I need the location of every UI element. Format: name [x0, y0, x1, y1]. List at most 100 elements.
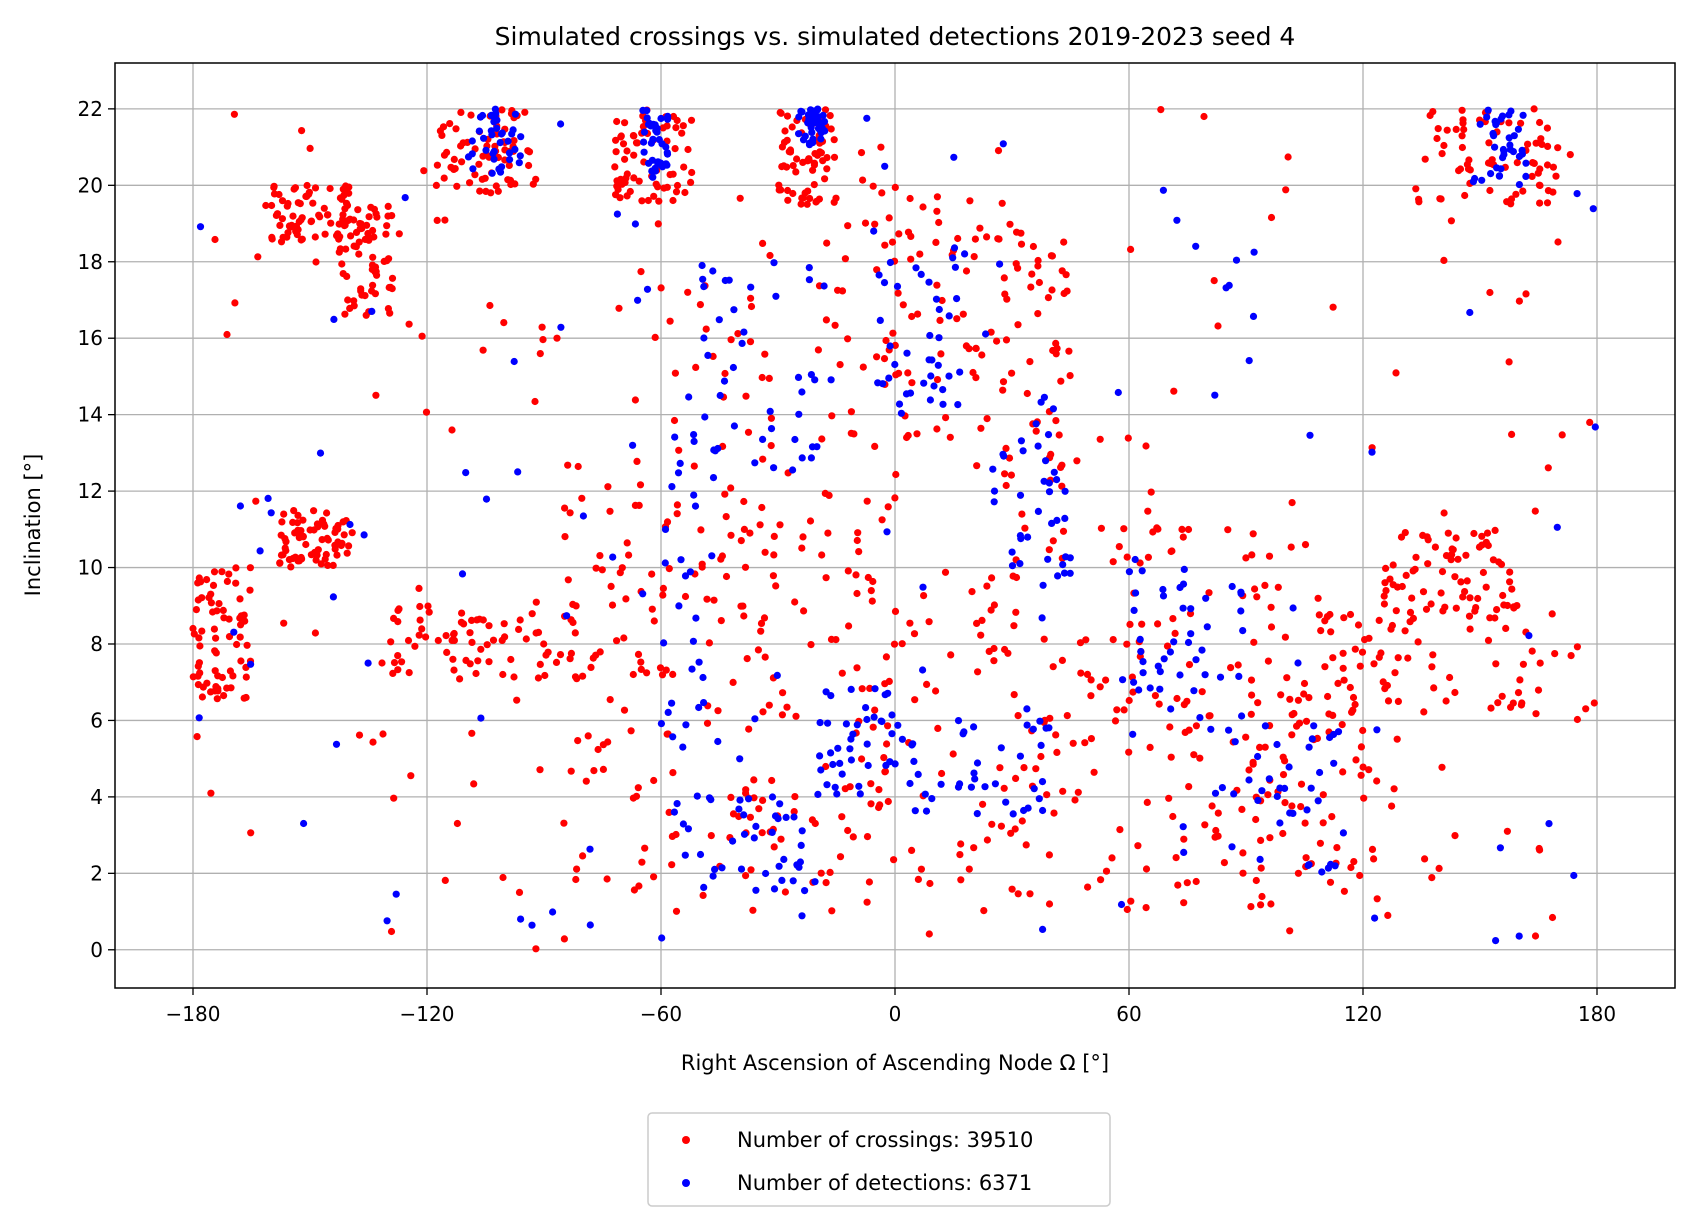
crossing-point [776, 521, 784, 529]
detection-point [709, 267, 717, 275]
crossing-point [246, 564, 254, 572]
crossing-point [946, 433, 954, 441]
detection-point [1225, 726, 1233, 734]
detection-point [1495, 172, 1503, 180]
crossing-point [1535, 844, 1543, 853]
detection-point [256, 547, 264, 555]
crossing-point [560, 819, 568, 827]
crossing-point [1178, 525, 1186, 534]
crossing-point [310, 507, 318, 515]
detection-point [925, 356, 933, 364]
detection-point [990, 498, 998, 506]
detection-point [1061, 514, 1069, 523]
crossing-point [962, 267, 971, 275]
crossing-point [1457, 578, 1465, 586]
crossing-point [784, 186, 792, 195]
crossing-point [1084, 883, 1092, 891]
detection-point [910, 757, 918, 766]
crossing-point [1429, 651, 1437, 659]
crossing-point [571, 629, 579, 637]
detection-point [991, 780, 1000, 788]
crossing-point [853, 664, 861, 672]
crossing-point [1294, 696, 1302, 704]
crossing-point [515, 625, 523, 634]
crossing-point [1087, 692, 1095, 700]
crossing-point [1428, 663, 1436, 671]
detection-point [718, 864, 726, 872]
detection-point [820, 282, 828, 290]
crossing-point [993, 337, 1001, 345]
crossing-point [1057, 463, 1065, 471]
crossing-point [458, 158, 466, 166]
crossing-point [278, 518, 286, 526]
crossing-point [1357, 743, 1365, 751]
crossing-point [443, 148, 451, 156]
detection-point [959, 730, 967, 738]
crossing-point [1536, 181, 1544, 190]
crossing-point [525, 161, 533, 170]
crossing-point [792, 712, 800, 720]
detection-point [752, 822, 760, 831]
crossing-point [828, 907, 836, 915]
detection-point [715, 316, 723, 324]
detection-point [895, 400, 904, 408]
crossing-point [1433, 134, 1441, 143]
detection-point [711, 865, 719, 874]
crossing-point [552, 658, 561, 667]
crossing-point [1261, 581, 1269, 590]
detection-point [1196, 714, 1204, 722]
detection-point [230, 628, 238, 636]
crossing-point [1340, 676, 1348, 684]
crossing-point [891, 494, 899, 502]
crossing-point [608, 601, 617, 609]
crossing-point [655, 197, 663, 205]
crossing-point [1300, 690, 1308, 698]
detection-point [506, 156, 514, 164]
crossing-point [213, 695, 221, 703]
crossing-point [637, 658, 645, 666]
detection-point [1306, 431, 1314, 439]
detection-point [954, 783, 963, 791]
crossing-point [1412, 553, 1420, 561]
detection-point [820, 118, 829, 126]
detection-point [925, 278, 933, 286]
crossing-point [342, 199, 351, 207]
detection-point [1216, 673, 1225, 681]
crossing-point [298, 127, 306, 135]
detection-point [662, 143, 670, 151]
crossing-point [468, 638, 476, 647]
crossing-point [1001, 470, 1009, 478]
crossing-point [743, 655, 751, 663]
crossing-point [831, 321, 839, 329]
detection-point [267, 509, 275, 517]
crossing-point [515, 888, 524, 897]
y-tick-label: 0 [90, 938, 103, 962]
detection-point [1034, 507, 1042, 515]
crossing-point [346, 215, 354, 223]
crossing-point [289, 212, 297, 220]
detection-point [681, 851, 689, 859]
detection-point [1167, 705, 1175, 713]
detection-point [1522, 159, 1530, 167]
crossing-point [749, 906, 757, 914]
crossing-point [1069, 739, 1077, 747]
crossing-point [1227, 664, 1235, 672]
detection-point [798, 827, 806, 835]
crossing-point [884, 722, 892, 730]
crossing-point [641, 844, 649, 852]
crossing-point [859, 363, 867, 371]
detection-point [332, 740, 341, 748]
crossing-point [1510, 603, 1518, 611]
crossing-point [1081, 739, 1089, 747]
crossing-point [1179, 533, 1187, 541]
crossing-point [858, 755, 866, 763]
detection-point [818, 124, 826, 132]
crossing-point [988, 820, 996, 828]
detection-point [1192, 242, 1200, 250]
crossing-point [599, 741, 608, 749]
detection-point [1034, 442, 1042, 450]
detection-point [1308, 735, 1316, 743]
detection-point [493, 124, 501, 132]
detection-point [970, 723, 978, 731]
detection-point [817, 766, 825, 774]
